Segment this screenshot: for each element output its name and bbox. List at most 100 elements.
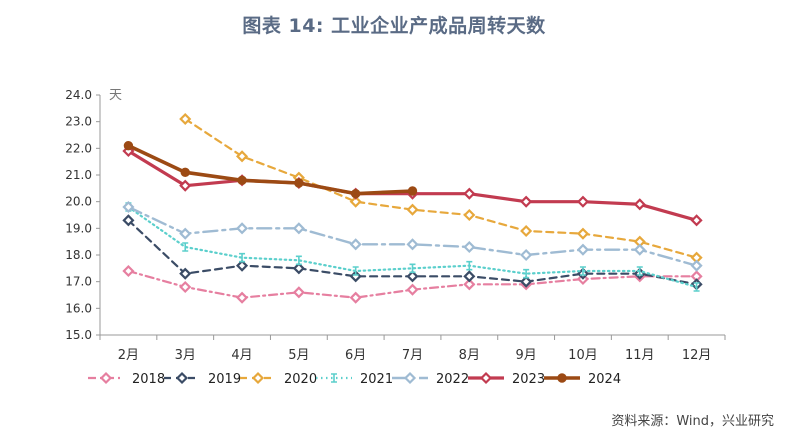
data-point-2019 <box>463 270 476 283</box>
data-point-2021 <box>239 252 246 263</box>
series-line-2021 <box>127 205 698 289</box>
legend-label: 2024 <box>588 372 621 387</box>
data-point-2022 <box>179 227 192 240</box>
data-point-2019 <box>406 270 419 283</box>
data-point-2023 <box>633 198 646 211</box>
legend-item-2021: 2021 <box>316 372 393 387</box>
data-point-2023 <box>576 195 590 208</box>
legend-item-2023: 2023 <box>468 371 545 387</box>
y-tick-label: 16.0 <box>65 301 92 315</box>
series-line-2024 <box>126 143 415 196</box>
data-point-2020 <box>463 208 476 222</box>
data-point-2022 <box>406 238 419 251</box>
y-tick-label: 17.0 <box>65 275 92 289</box>
data-point-2020 <box>406 203 419 216</box>
legend-item-2022: 2022 <box>392 371 469 387</box>
legend-swatch-marker <box>479 371 493 385</box>
data-point-2021 <box>182 242 189 252</box>
y-tick-label: 21.0 <box>65 168 92 182</box>
data-point-2018 <box>463 278 476 291</box>
x-tick-label: 12月 <box>682 348 712 363</box>
y-tick-label: 22.0 <box>65 141 92 155</box>
data-point-2023 <box>690 214 703 227</box>
data-point-2018 <box>235 291 249 304</box>
y-tick-label: 15.0 <box>65 328 92 342</box>
data-point-2022 <box>520 248 533 262</box>
legend-swatch-marker <box>331 373 337 383</box>
y-tick-label: 24.0 <box>65 88 92 102</box>
data-point-2024 <box>237 175 247 186</box>
series-line-2022 <box>127 205 698 267</box>
data-point-2024 <box>180 167 190 178</box>
source-note: 资料来源：Wind，兴业研究 <box>611 414 774 429</box>
data-point-2022 <box>292 222 305 235</box>
data-point-2019 <box>122 214 135 227</box>
x-tick-label: 5月 <box>288 348 309 363</box>
legend-item-2020: 2020 <box>240 371 317 387</box>
x-tick-label: 11月 <box>625 348 655 363</box>
data-point-2023 <box>179 179 192 192</box>
data-point-2018 <box>406 283 419 296</box>
chart-title: 图表 14: 工业企业产成品周转天数 <box>242 15 546 37</box>
legend-swatch-marker <box>99 371 113 385</box>
data-point-2023 <box>520 195 533 208</box>
data-point-2024 <box>407 186 418 196</box>
legend-label: 2019 <box>208 372 241 387</box>
data-point-2022 <box>235 222 249 235</box>
x-tick-label: 10月 <box>568 348 598 363</box>
data-point-2021 <box>636 266 643 276</box>
data-point-2019 <box>292 262 305 275</box>
data-point-2021 <box>352 266 359 276</box>
data-point-2018 <box>122 264 135 278</box>
x-tick-label: 7月 <box>402 348 423 363</box>
data-point-2021 <box>693 282 700 292</box>
data-point-2021 <box>466 260 473 271</box>
data-point-2018 <box>349 291 362 304</box>
data-point-2022 <box>633 243 646 256</box>
data-point-2018 <box>292 286 305 299</box>
data-point-2021 <box>523 268 530 279</box>
series-2022 <box>122 200 703 272</box>
data-point-2022 <box>122 200 135 214</box>
legend-swatch-marker <box>403 371 417 385</box>
data-point-2024 <box>123 140 134 151</box>
data-point-2024 <box>294 178 304 188</box>
legend-item-2024: 2024 <box>544 372 621 387</box>
legend-label: 2023 <box>512 372 545 387</box>
x-tick-label: 8月 <box>459 348 480 363</box>
y-tick-label: 23.0 <box>65 115 92 129</box>
data-point-2022 <box>349 238 362 251</box>
data-point-2020 <box>349 195 362 208</box>
data-point-2022 <box>576 243 590 256</box>
series-line-2020 <box>184 117 698 259</box>
data-point-2019 <box>179 267 192 280</box>
data-point-2024 <box>350 188 361 199</box>
legend-label: 2022 <box>436 372 469 387</box>
data-point-2021 <box>579 266 586 276</box>
data-point-2018 <box>179 280 192 294</box>
y-tick-label: 18.0 <box>65 248 92 262</box>
legend-swatch-marker <box>251 371 265 385</box>
data-point-2019 <box>520 275 533 288</box>
series-2020 <box>179 112 703 264</box>
y-tick-label: 20.0 <box>65 195 92 209</box>
data-point-2020 <box>520 224 533 238</box>
legend-item-2019: 2019 <box>164 371 241 387</box>
legend-label: 2021 <box>360 372 393 387</box>
x-tick-label: 3月 <box>175 348 196 363</box>
legend-swatch-marker <box>175 371 189 385</box>
legend-label: 2020 <box>284 372 317 387</box>
data-point-2021 <box>409 263 416 274</box>
x-tick-label: 4月 <box>231 348 252 363</box>
y-axis-unit-label: 天 <box>109 88 122 103</box>
x-tick-label: 2月 <box>118 348 139 363</box>
data-point-2022 <box>463 240 476 254</box>
y-tick-label: 19.0 <box>65 221 92 235</box>
data-point-2022 <box>690 259 703 272</box>
data-point-2019 <box>235 259 249 272</box>
data-point-2020 <box>179 112 192 126</box>
legend-label: 2018 <box>132 372 165 387</box>
legend-item-2018: 2018 <box>88 371 165 387</box>
data-point-2020 <box>576 227 590 240</box>
x-tick-label: 9月 <box>515 348 536 363</box>
